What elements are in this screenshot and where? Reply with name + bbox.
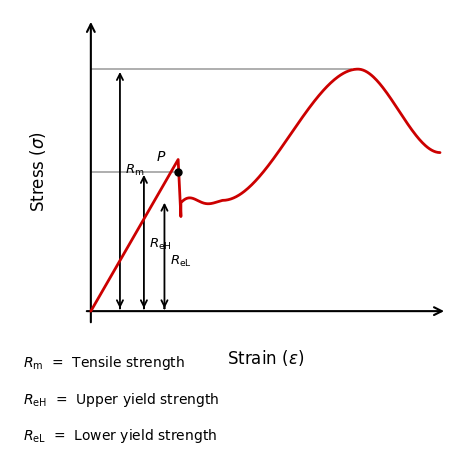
Text: $R_\mathrm{eL}$: $R_\mathrm{eL}$ — [170, 253, 191, 269]
Text: $R_\mathrm{m}$  =  Tensile strength: $R_\mathrm{m}$ = Tensile strength — [23, 354, 185, 372]
Text: $R_\mathrm{m}$: $R_\mathrm{m}$ — [125, 163, 145, 178]
Text: $P$: $P$ — [156, 150, 166, 164]
Text: $R_\mathrm{eL}$  =  Lower yield strength: $R_\mathrm{eL}$ = Lower yield strength — [23, 427, 217, 445]
Text: Stress ($\sigma$): Stress ($\sigma$) — [28, 132, 48, 213]
Text: Strain ($\varepsilon$): Strain ($\varepsilon$) — [227, 348, 304, 368]
Text: $R_\mathrm{eH}$  =  Upper yield strength: $R_\mathrm{eH}$ = Upper yield strength — [23, 391, 219, 409]
Text: $R_\mathrm{eH}$: $R_\mathrm{eH}$ — [149, 237, 172, 252]
